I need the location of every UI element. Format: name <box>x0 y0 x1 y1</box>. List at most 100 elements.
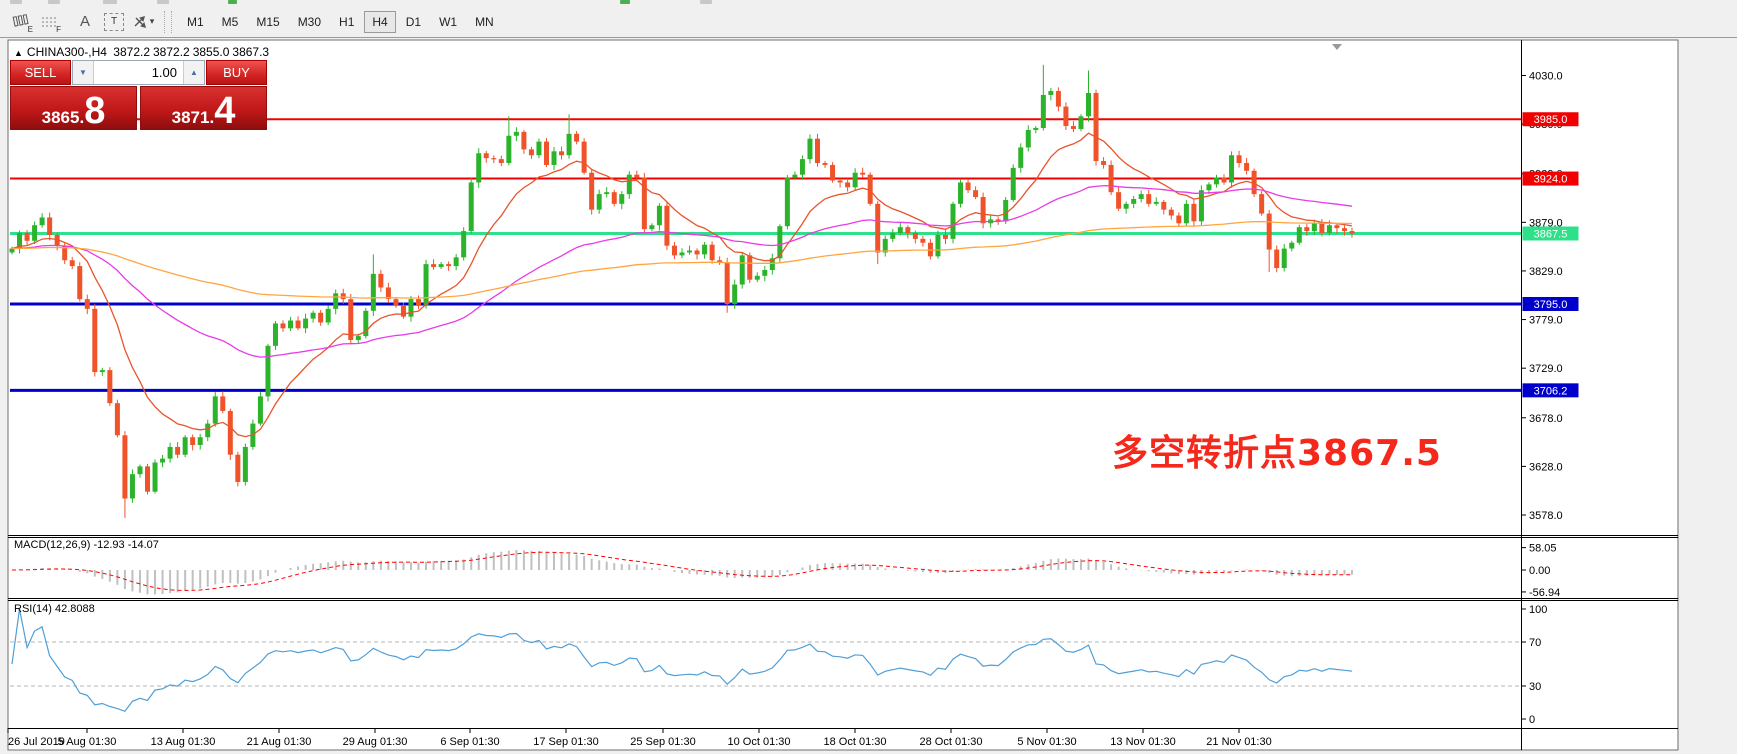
macd-axis-label: 58.05 <box>1529 543 1557 555</box>
pane-separators[interactable] <box>8 535 1678 729</box>
icon-letter: F <box>56 24 61 34</box>
candle <box>1048 87 1054 101</box>
candle <box>574 131 580 145</box>
candlestick-series <box>9 64 1355 518</box>
candle <box>543 137 549 168</box>
timeframe-bar: M1 M5 M15 M30 H1 H4 D1 W1 MN <box>178 10 503 33</box>
ohlc-close: 3867.3 <box>232 45 270 59</box>
candle <box>1296 224 1302 245</box>
candle <box>483 150 489 163</box>
annotation-text[interactable]: 多空转折点3867.5 <box>1112 433 1442 474</box>
candle <box>498 155 504 167</box>
text-label-icon[interactable]: A <box>79 13 90 30</box>
timeframe-w1[interactable]: W1 <box>431 11 465 33</box>
candle <box>408 296 414 322</box>
timeframe-h1[interactable]: H1 <box>331 11 362 33</box>
candle <box>860 167 866 178</box>
candle <box>295 316 301 331</box>
price-tick-label: 3879.0 <box>1529 217 1563 229</box>
candle <box>958 179 964 208</box>
candle <box>875 200 881 265</box>
candle <box>167 442 173 463</box>
candle <box>378 269 384 292</box>
indicator-list-icon[interactable]: E <box>8 10 34 34</box>
candle <box>69 256 75 270</box>
ohlc-low: 3855.0 <box>192 45 230 59</box>
volume-value[interactable]: 1.00 <box>151 65 177 80</box>
price-tick-label: 3678.0 <box>1529 413 1563 425</box>
buy-price-box[interactable]: 3871. 4 <box>140 86 267 130</box>
chart-window <box>7 39 1679 751</box>
candle <box>581 138 587 175</box>
candle <box>24 229 30 245</box>
macd-axis-label: 0.00 <box>1529 565 1550 577</box>
rsi-line <box>11 608 1353 713</box>
timeframe-m5[interactable]: M5 <box>214 11 247 33</box>
date-tick-label: 25 Sep 01:30 <box>630 736 695 748</box>
candle <box>551 147 557 171</box>
cursor-tools-icon[interactable]: ▾ <box>130 10 156 34</box>
candle <box>664 202 670 251</box>
clipped-icon <box>700 0 712 4</box>
price-tick-label: 3729.0 <box>1529 363 1563 375</box>
candle <box>536 138 542 159</box>
sell-price-box[interactable]: 3865. 8 <box>10 86 137 130</box>
candle <box>822 160 828 168</box>
candle <box>1334 223 1340 234</box>
timeframe-m1[interactable]: M1 <box>179 11 212 33</box>
candle <box>1086 70 1092 122</box>
timeframe-mn[interactable]: MN <box>467 11 502 33</box>
candle <box>1161 199 1167 215</box>
one-click-trading-panel: SELL ▼ 1.00 ▲ BUY 3865. 8 3871. 4 <box>10 60 267 130</box>
candle <box>724 257 730 313</box>
candle <box>882 235 888 257</box>
candle <box>619 191 625 210</box>
sell-button[interactable]: SELL <box>10 60 71 85</box>
candle <box>521 129 527 154</box>
candle <box>325 305 331 326</box>
candle <box>965 179 971 194</box>
candle <box>905 225 911 239</box>
volume-down-button[interactable]: ▼ <box>73 61 94 84</box>
ohlc-open: 3872.2 <box>113 45 150 59</box>
candle <box>769 253 775 275</box>
price-tick-label: 3578.0 <box>1529 510 1563 522</box>
candle <box>1168 207 1174 220</box>
timeframe-h4[interactable]: H4 <box>364 10 396 33</box>
buy-button[interactable]: BUY <box>206 60 267 85</box>
candle <box>626 171 632 199</box>
candle <box>679 248 685 259</box>
candle <box>212 391 218 427</box>
scroll-to-end-icon[interactable] <box>1332 44 1342 50</box>
collapse-arrow-icon[interactable]: ▲ <box>14 48 23 58</box>
symbol-period: CHINA300-,H4 <box>26 45 107 59</box>
candle <box>400 302 406 319</box>
ma-line-fast <box>11 132 1353 438</box>
candle <box>77 262 83 302</box>
date-tick-label: 29 Aug 01:30 <box>343 736 408 748</box>
candle <box>1176 212 1182 227</box>
price-badge <box>1522 296 1579 311</box>
volume-up-button[interactable]: ▲ <box>183 61 204 84</box>
candle <box>897 222 903 236</box>
candle <box>446 261 452 271</box>
text-box-icon[interactable]: T <box>104 12 124 31</box>
candle <box>1266 210 1272 272</box>
candle <box>709 241 715 264</box>
candle <box>1055 87 1061 112</box>
price-badge-label: 3985.0 <box>1534 114 1568 126</box>
timeframe-d1[interactable]: D1 <box>398 11 429 33</box>
timeframe-m15[interactable]: M15 <box>248 11 287 33</box>
timeframe-m30[interactable]: M30 <box>290 11 329 33</box>
price-badge-label: 3924.0 <box>1534 174 1568 186</box>
candle <box>1018 143 1024 173</box>
price-axis-badges: 3985.0 3924.0 3867.5 3795.0 3706.2 <box>1522 112 1579 398</box>
candle <box>84 294 90 315</box>
candle <box>1304 224 1310 236</box>
toolbar: E F A T ▾ M1 M5 M15 M30 H1 H4 <box>0 6 1737 38</box>
candle <box>1131 196 1137 209</box>
rsi-label: RSI(14) 42.8088 <box>14 603 95 615</box>
grid-icon[interactable]: F <box>36 10 62 34</box>
candle <box>1040 64 1046 131</box>
